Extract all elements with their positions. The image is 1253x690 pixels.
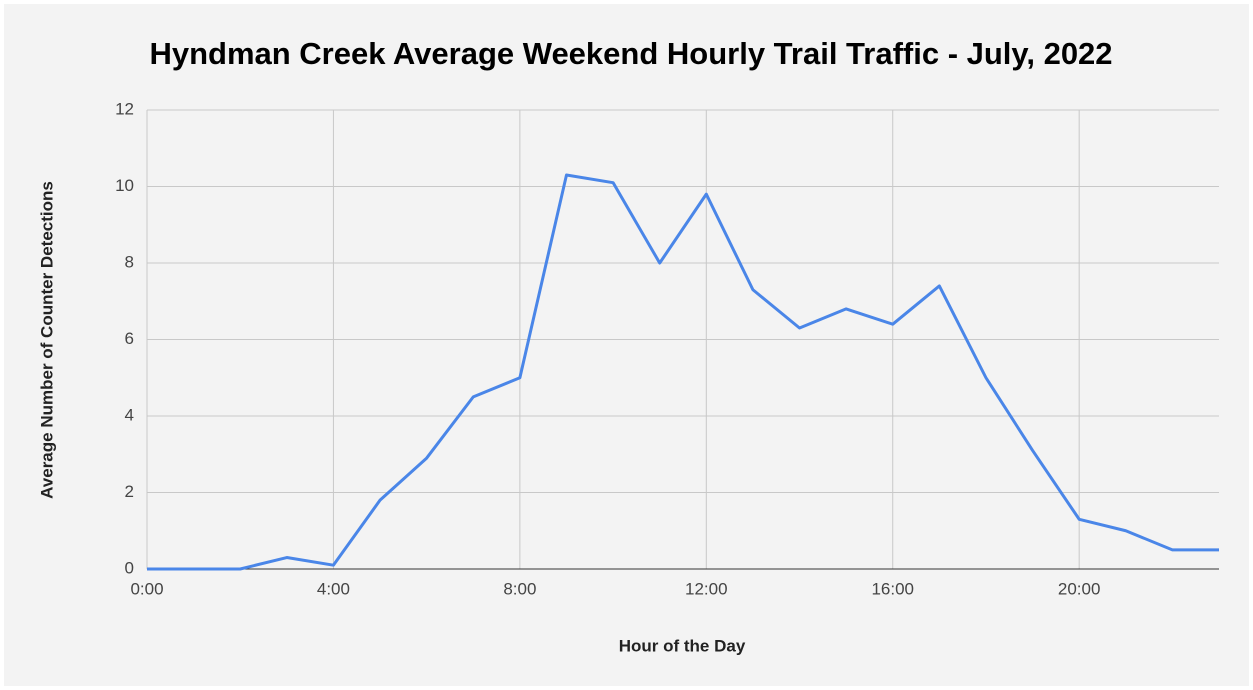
x-tick-label: 0:00 [130, 579, 163, 598]
x-tick-label: 4:00 [317, 579, 350, 598]
y-tick-label: 10 [115, 176, 134, 195]
y-tick-label: 4 [125, 405, 134, 424]
y-tick-label: 0 [125, 558, 134, 577]
chart-title: Hyndman Creek Average Weekend Hourly Tra… [149, 36, 1112, 71]
y-tick-label: 6 [125, 329, 134, 348]
x-tick-label: 20:00 [1058, 579, 1101, 598]
y-axis-label: Average Number of Counter Detections [37, 181, 56, 499]
y-tick-label: 8 [125, 252, 134, 271]
chart-background [4, 4, 1249, 686]
x-tick-label: 12:00 [685, 579, 728, 598]
x-tick-label: 16:00 [871, 579, 914, 598]
data-line [147, 173, 1219, 571]
x-tick-label: 8:00 [503, 579, 536, 598]
x-axis-label: Hour of the Day [619, 636, 746, 655]
y-tick-label: 12 [115, 99, 134, 118]
y-tick-label: 2 [125, 482, 134, 501]
